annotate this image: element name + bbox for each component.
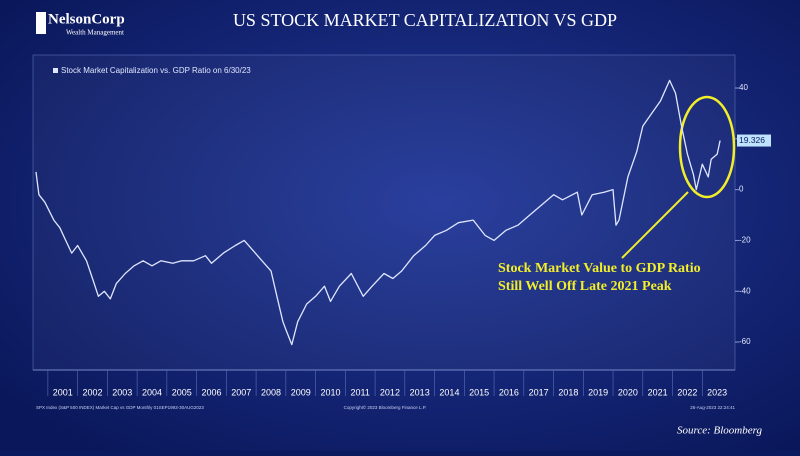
- x-tick-label: 2018: [558, 387, 578, 397]
- chart-title: US STOCK MARKET CAPITALIZATION VS GDP: [233, 10, 617, 30]
- x-tick-label: 2001: [53, 387, 73, 397]
- x-tick-label: 2020: [618, 387, 638, 397]
- last-value-label: 19.326: [739, 135, 765, 145]
- y-tick-label: 40: [739, 83, 748, 92]
- x-tick-label: 2010: [320, 387, 340, 397]
- highlight-ellipse: [678, 95, 736, 199]
- y-tick-label: 0: [739, 185, 744, 194]
- x-tick-label: 2013: [410, 387, 430, 397]
- annotation: Still Well Off Late 2021 Peak: [498, 279, 672, 294]
- source: Source: Bloomberg: [677, 425, 763, 437]
- x-tick-label: 2007: [231, 387, 251, 397]
- x-tick-label: 2002: [82, 387, 102, 397]
- y-tick-label: -60: [739, 337, 751, 346]
- x-tick-label: 2023: [707, 387, 727, 397]
- legend-swatch: [53, 68, 58, 73]
- logo-tagline: Wealth Management: [66, 29, 124, 37]
- plot-area: [32, 54, 736, 371]
- logo-mark: [36, 12, 46, 34]
- x-tick-label: 2009: [291, 387, 311, 397]
- footnote: Copyright© 2023 Bloomberg Finance L.P.: [344, 404, 427, 410]
- x-tick-label: 2011: [351, 387, 370, 397]
- x-tick-label: 2012: [380, 387, 400, 397]
- y-tick-label: -40: [739, 286, 751, 295]
- x-tick-label: 2016: [499, 387, 519, 397]
- x-tick-label: 2008: [261, 387, 281, 397]
- footnote: SPX Index (S&P 500 INDEX) Market Cap vs …: [36, 405, 204, 410]
- x-tick-label: 2006: [201, 387, 221, 397]
- x-tick-label: 2022: [677, 387, 697, 397]
- y-tick-label: -20: [739, 236, 751, 245]
- x-tick-label: 2021: [648, 387, 668, 397]
- last-value-box: [737, 134, 771, 147]
- annotation: Stock Market Value to GDP Ratio: [498, 261, 701, 276]
- footnote: 25-Aug-2023 22:24:41: [690, 405, 735, 410]
- x-tick-label: 2017: [529, 387, 549, 397]
- data-line: [35, 79, 721, 346]
- x-tick-label: 2015: [469, 387, 489, 397]
- x-tick-label: 2019: [588, 387, 608, 397]
- x-tick-label: 2005: [172, 387, 192, 397]
- logo-name: NelsonCorp: [48, 11, 125, 27]
- x-tick-label: 2003: [112, 387, 132, 397]
- annotation-arrow: [621, 191, 689, 259]
- x-tick-label: 2004: [142, 387, 162, 397]
- legend-label: Stock Market Capitalization vs. GDP Rati…: [61, 66, 251, 75]
- x-tick-label: 2014: [439, 387, 459, 397]
